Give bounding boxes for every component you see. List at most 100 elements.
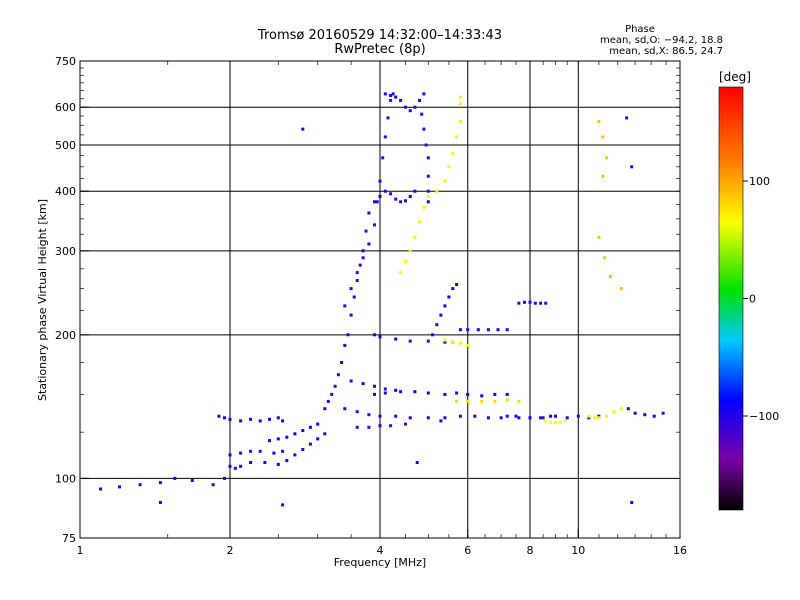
- x-tick-label: 4: [377, 544, 384, 557]
- echo-point: [619, 287, 623, 291]
- echo-point: [420, 112, 424, 116]
- echo-point: [455, 399, 459, 403]
- echo-point: [605, 414, 609, 418]
- echo-point: [378, 414, 382, 418]
- echo-point: [389, 424, 393, 428]
- echo-point: [422, 127, 426, 131]
- grid-lines: [80, 61, 680, 538]
- echo-point: [466, 399, 470, 403]
- echo-point: [597, 414, 601, 418]
- echo-point: [523, 300, 526, 304]
- echo-point: [361, 256, 365, 260]
- phase-stats-heading: Phase: [625, 24, 655, 35]
- echo-point: [239, 451, 243, 455]
- echo-point: [565, 416, 569, 420]
- echo-point: [389, 98, 393, 102]
- echo-point: [458, 95, 462, 99]
- echo-point: [505, 328, 509, 332]
- echo-point: [597, 120, 601, 123]
- echo-point: [466, 328, 470, 332]
- echo-point: [211, 483, 215, 487]
- echo-point: [486, 416, 490, 420]
- echo-point: [517, 301, 521, 305]
- echo-point: [633, 411, 637, 415]
- echo-point: [404, 105, 407, 109]
- echo-point: [612, 410, 616, 414]
- echo-point: [391, 92, 395, 96]
- y-tick-label: 600: [55, 101, 76, 114]
- echo-point: [268, 417, 271, 421]
- echo-point: [576, 414, 580, 418]
- echo-point: [455, 135, 459, 139]
- echo-point: [383, 189, 387, 193]
- echo-point: [451, 152, 455, 155]
- echo-point: [249, 417, 253, 421]
- echo-point: [517, 399, 521, 403]
- echo-point: [549, 421, 553, 424]
- echo-point: [340, 361, 344, 364]
- echo-point: [605, 156, 609, 160]
- echo-point: [404, 199, 407, 203]
- x-tick-label: 6: [464, 544, 471, 557]
- echo-point: [326, 399, 330, 403]
- echo-point: [413, 189, 417, 193]
- echo-point: [404, 259, 407, 263]
- echo-point: [173, 476, 177, 480]
- echo-point: [458, 102, 462, 106]
- echo-point: [466, 343, 470, 347]
- echo-point: [554, 414, 557, 418]
- echo-point: [597, 235, 601, 239]
- echo-point: [228, 417, 232, 421]
- echo-point: [333, 384, 337, 388]
- echo-point: [158, 501, 162, 504]
- echo-point: [426, 200, 430, 204]
- echo-point: [549, 414, 553, 418]
- echo-point: [517, 416, 521, 420]
- echo-point: [249, 449, 253, 453]
- echo-point: [349, 379, 353, 383]
- echo-point: [249, 461, 253, 464]
- echo-point: [367, 211, 371, 215]
- echo-point: [426, 174, 430, 178]
- echo-point: [399, 200, 403, 204]
- echo-point: [514, 414, 518, 418]
- echo-point: [399, 271, 403, 275]
- echo-point: [233, 466, 237, 470]
- y-tick-label: 400: [55, 185, 76, 198]
- x-tick-label: 10: [571, 544, 585, 557]
- echo-point: [493, 392, 497, 396]
- echo-point: [355, 410, 359, 414]
- colorbar-tick-label: 100: [749, 175, 770, 188]
- phase-stats-o: mean, sd,O: −94.2, 18.8: [600, 35, 723, 46]
- echo-point: [630, 165, 634, 169]
- y-tick-label: 300: [55, 245, 76, 258]
- y-tick-label: 500: [55, 139, 76, 152]
- echo-point: [458, 414, 462, 418]
- y-tick-label: 100: [55, 472, 76, 485]
- echo-point: [316, 437, 320, 441]
- echo-point: [630, 501, 634, 504]
- echo-point: [239, 419, 243, 423]
- echo-point: [424, 143, 428, 147]
- echo-point: [336, 373, 340, 377]
- echo-point: [619, 407, 623, 411]
- echo-point: [378, 179, 382, 183]
- echo-point: [652, 414, 656, 418]
- echo-point: [443, 340, 447, 344]
- echo-point: [473, 414, 477, 418]
- echo-point: [373, 392, 376, 396]
- echo-point: [355, 425, 359, 429]
- echo-point: [190, 479, 194, 482]
- echo-point: [293, 453, 297, 457]
- echo-point: [343, 407, 347, 411]
- echo-point: [458, 341, 462, 345]
- echo-point: [281, 449, 285, 453]
- echo-point: [281, 503, 285, 507]
- echo-point: [447, 295, 451, 299]
- echo-point: [661, 411, 665, 415]
- echo-point: [381, 156, 385, 160]
- echo-point: [367, 425, 371, 429]
- echo-point: [466, 392, 470, 396]
- echo-point: [422, 205, 426, 209]
